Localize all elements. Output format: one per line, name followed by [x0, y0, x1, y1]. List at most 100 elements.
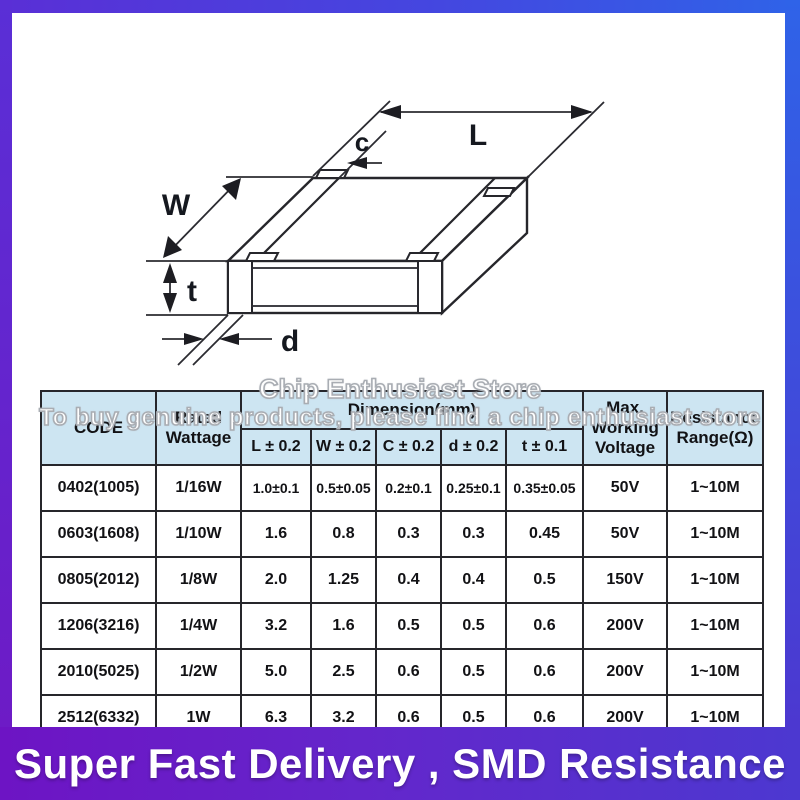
- table-cell: 2010(5025): [40, 648, 157, 696]
- table-cell: 1~10M: [666, 648, 765, 696]
- table-cell: 1~10M: [666, 602, 765, 650]
- label-c: c: [355, 127, 369, 157]
- t-arrowhead-top: [163, 263, 177, 283]
- table-cell: 1/8W: [155, 556, 242, 604]
- l-extension-right: [526, 101, 605, 179]
- table-cell: 1206(3216): [40, 602, 157, 650]
- table-cell: 150V: [582, 556, 669, 604]
- table-cell: 50V: [582, 510, 669, 558]
- table-cell: 1~10M: [666, 556, 765, 604]
- table-cell: 0.5±0.05: [310, 464, 377, 512]
- front-body-outline: [251, 267, 419, 307]
- table-cell: 3.2: [240, 602, 312, 650]
- col-header-resistance: Resistance Range(Ω): [666, 390, 765, 466]
- spec-table-body: 0402(1005) 1/16W 1.0±0.1 0.5±0.05 0.2±0.1 0.2…: [40, 464, 765, 742]
- chip-front-face: [226, 259, 444, 315]
- table-cell: 0.3: [375, 510, 442, 558]
- table-cell: 1~10M: [666, 510, 765, 558]
- solder-tab-back-right: [482, 187, 516, 197]
- table-cell: 1.6: [310, 602, 377, 650]
- table-cell: 0.8: [310, 510, 377, 558]
- table-cell: 200V: [582, 648, 669, 696]
- solder-tab-front-left: [244, 252, 280, 262]
- table-cell: 0.6: [375, 648, 442, 696]
- table-cell: 0.2±0.1: [375, 464, 442, 512]
- w-dimension-line: [165, 180, 239, 256]
- banner-text: Super Fast Delivery , SMD Resistance: [14, 739, 786, 787]
- table-cell: 50V: [582, 464, 669, 512]
- t-arrowhead-bottom: [163, 293, 177, 313]
- table-row: 0603(1608) 1/10W 1.6 0.8 0.3 0.3 0.45 50V 1~10M: [40, 510, 765, 558]
- d-edge-line-2: [192, 314, 244, 366]
- table-cell: 1/4W: [155, 602, 242, 650]
- resistor-dimension-diagram: L W c t d: [146, 100, 605, 366]
- top-frame-bar: [0, 0, 800, 13]
- l-extension-left: [312, 100, 391, 177]
- col-header-code: CODE: [40, 390, 157, 466]
- table-cell: 1.6: [240, 510, 312, 558]
- table-cell: 0805(2012): [40, 556, 157, 604]
- table-row: 0805(2012) 1/8W 2.0 1.25 0.4 0.4 0.5 150V 1~10M: [40, 556, 765, 604]
- table-cell: 0.3: [440, 510, 507, 558]
- right-terminal-cap: [417, 260, 443, 314]
- col-subheader: t ± 0.1: [504, 428, 585, 466]
- bottom-banner: Super Fast Delivery , SMD Resistance: [0, 727, 800, 800]
- table-cell: 0603(1608): [40, 510, 157, 558]
- table-cell: 1~10M: [666, 464, 765, 512]
- w-arrowhead-bottom: [163, 236, 182, 258]
- table-cell: 1/2W: [155, 648, 242, 696]
- w-arrowhead-top: [222, 178, 241, 200]
- table-cell: 1.0±0.1: [240, 464, 312, 512]
- table-cell: 1/10W: [155, 510, 242, 558]
- solder-tab-front-right: [404, 252, 440, 262]
- left-terminal-cap: [227, 260, 253, 314]
- table-row: 0402(1005) 1/16W 1.0±0.1 0.5±0.05 0.2±0.1 0.2…: [40, 464, 765, 512]
- table-row: 2010(5025) 1/2W 5.0 2.5 0.6 0.5 0.6 200V 1~10M: [40, 648, 765, 696]
- table-cell: 0.45: [504, 510, 585, 558]
- right-frame-bar: [785, 0, 800, 727]
- right-band-edge: [411, 177, 496, 262]
- c-extension-line: [338, 130, 387, 179]
- table-cell: 0402(1005): [40, 464, 157, 512]
- col-subheader: L ± 0.2: [240, 428, 312, 466]
- table-cell: 200V: [582, 602, 669, 650]
- table-cell: 5.0: [240, 648, 312, 696]
- table-cell: 2.5: [310, 648, 377, 696]
- left-band-edge: [255, 177, 340, 262]
- table-cell: 0.6: [504, 602, 585, 650]
- c-arrowhead: [347, 157, 367, 169]
- d-edge-line-1: [177, 314, 229, 366]
- l-arrowhead-right: [571, 105, 593, 119]
- table-cell: 2.0: [240, 556, 312, 604]
- table-cell: 0.5: [440, 648, 507, 696]
- table-row: 1206(3216) 1/4W 3.2 1.6 0.5 0.5 0.6 200V 1~10M: [40, 602, 765, 650]
- d-arrowhead-right: [219, 333, 239, 345]
- table-cell: 0.6: [504, 648, 585, 696]
- table-cell: 0.5: [440, 602, 507, 650]
- table-cell: 0.5: [375, 602, 442, 650]
- table-cell: 1/16W: [155, 464, 242, 512]
- spec-table: CODE Rated Wattage Dimension(mm) Max. Wo…: [40, 390, 765, 742]
- col-header-dimension: Dimension(mm): [239, 390, 585, 430]
- label-d: d: [281, 325, 299, 358]
- table-cell: 0.25±0.1: [440, 464, 507, 512]
- col-subheader: d ± 0.2: [440, 428, 507, 466]
- label-W: W: [162, 189, 191, 222]
- label-L: L: [469, 119, 487, 152]
- table-cell: 0.35±0.05: [504, 464, 585, 512]
- d-arrowhead-left: [184, 333, 204, 345]
- col-header-max-voltage: Max. Working Voltage: [582, 390, 669, 466]
- col-subheader: W ± 0.2: [310, 428, 377, 466]
- table-cell: 0.5: [504, 556, 585, 604]
- table-cell: 1.25: [310, 556, 377, 604]
- table-cell: 0.4: [440, 556, 507, 604]
- table-cell: 3.2: [310, 694, 377, 742]
- col-subheader: C ± 0.2: [375, 428, 442, 466]
- col-header-rated-wattage: Rated Wattage: [155, 390, 242, 466]
- left-frame-bar: [0, 0, 12, 727]
- dimension-subheader-row: L ± 0.2 W ± 0.2 C ± 0.2 d ± 0.2 t ± 0.1: [41, 428, 763, 466]
- label-t: t: [187, 275, 197, 308]
- l-arrowhead-left: [379, 105, 401, 119]
- table-cell: 0.4: [375, 556, 442, 604]
